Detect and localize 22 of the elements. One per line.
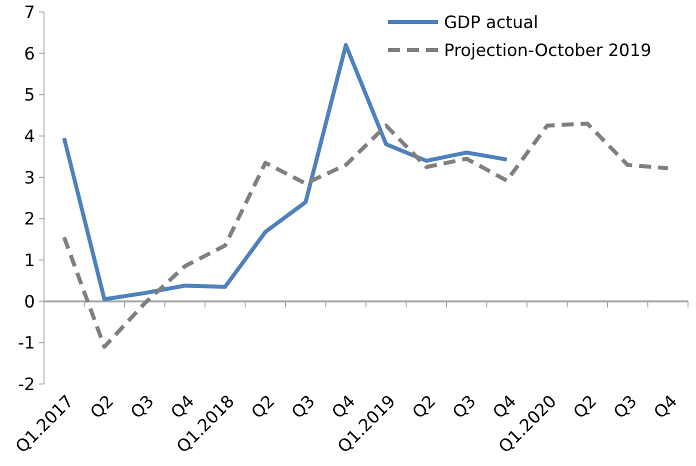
x-tick-label: Q3 xyxy=(610,392,642,423)
legend-label: Projection-October 2019 xyxy=(444,40,652,61)
y-tick-label: 4 xyxy=(24,126,35,147)
y-tick-label: 0 xyxy=(24,292,35,312)
y-tick-label: -2 xyxy=(18,374,35,395)
y-tick-label: 5 xyxy=(24,86,35,106)
line-series xyxy=(62,122,670,349)
x-tick-label: Q2 xyxy=(408,392,440,423)
x-tick-label: Q4 xyxy=(650,392,682,423)
y-tick-label: 3 xyxy=(24,168,35,188)
x-tick-label: Q2 xyxy=(570,392,602,423)
x-tick-label: Q3 xyxy=(127,392,158,423)
y-tick-label: 2 xyxy=(24,210,35,230)
x-tick-label: Q2 xyxy=(86,392,118,423)
x-tick-label: Q3 xyxy=(449,392,480,423)
y-tick-label: -1 xyxy=(18,334,35,354)
y-tick-label: 1 xyxy=(24,250,35,271)
y-tick-label: 7 xyxy=(24,2,35,23)
y-tick-label: 6 xyxy=(24,44,35,64)
x-tick-label: Q2 xyxy=(248,392,280,423)
legend-label: GDP actual xyxy=(444,12,538,33)
x-tick-label: Q3 xyxy=(288,392,320,423)
